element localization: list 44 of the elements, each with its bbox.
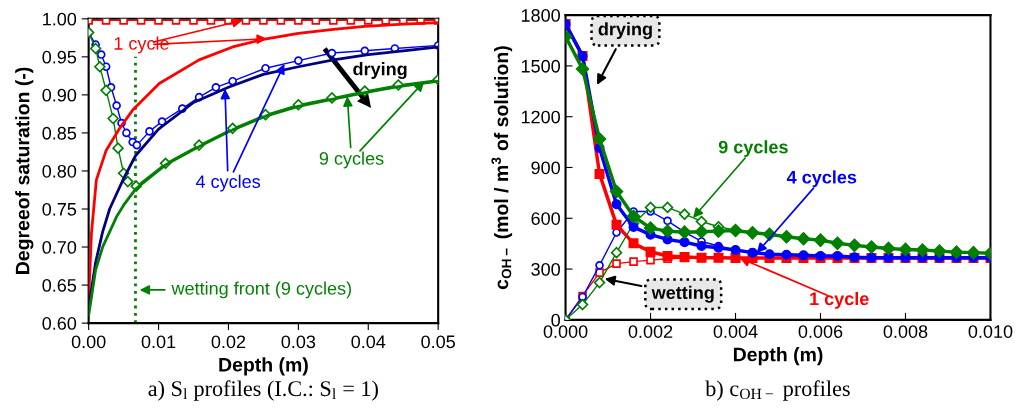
- x-tick-label: 0.05: [421, 335, 455, 349]
- series-label: 1 cycle: [114, 36, 169, 54]
- x-tick-label: 0.004: [713, 325, 758, 338]
- y-tick-label: 600: [531, 212, 560, 225]
- x-tick-label: 0.006: [798, 325, 843, 338]
- text: a) S$_{l}$ profiles (I.C.: S$_{l}$ = 1): [148, 380, 378, 401]
- x-axis-title: Depth (m): [219, 357, 308, 376]
- x-tick-label: 0.03: [281, 335, 316, 349]
- y-tick-label: 300: [531, 262, 560, 276]
- x-tick-label: 0.00: [71, 335, 106, 349]
- y-tick-label: 0.80: [42, 164, 77, 178]
- series-label: 1 cycle: [810, 291, 869, 309]
- y-tick-label: 0.75: [42, 202, 77, 216]
- text: 9 cycles: [718, 140, 788, 158]
- y-tick-label: 0.70: [42, 240, 77, 254]
- x-axis-title: Depth (m): [733, 347, 823, 366]
- y-tick-label: 1.00: [43, 12, 77, 26]
- y-axis-title: Degreeof saturation (-): [15, 67, 34, 274]
- y-tick-label: 1800: [521, 9, 560, 22]
- y-tick-label: 900: [531, 161, 560, 175]
- annotation: drying: [353, 62, 407, 79]
- y-tick-label: 0.60: [42, 317, 77, 330]
- y-tick-label: 0.85: [42, 126, 77, 140]
- ref-line-label: wetting front (9 cycles): [171, 281, 351, 299]
- y-tick-label: 1500: [521, 59, 560, 73]
- annotation: wetting: [651, 285, 714, 303]
- y-tick-label: 0: [551, 313, 560, 327]
- x-tick-label: 0.04: [351, 335, 386, 349]
- x-tick-label: 0.02: [211, 335, 246, 349]
- y-axis-title: c$_{OH−}$ (mol / m$^{3}$ of solution): [491, 46, 513, 290]
- text: b) c$_{OH−}$ profiles: [705, 380, 850, 401]
- annotation: drying: [598, 22, 652, 40]
- y-tick-label: 0.90: [42, 88, 77, 102]
- y-tick-label: 1200: [521, 110, 560, 124]
- x-tick-label: 0.000: [543, 325, 588, 338]
- y-tick-label: 0.65: [42, 279, 77, 292]
- text: 4 cycles: [195, 174, 261, 192]
- x-tick-label: 0.01: [141, 335, 176, 349]
- x-tick-label: 0.002: [628, 325, 673, 338]
- x-tick-label: 0.008: [883, 325, 928, 338]
- text: 4 cycles: [786, 170, 857, 188]
- text: 9 cycles: [319, 151, 384, 169]
- y-tick-label: 0.95: [42, 50, 77, 64]
- x-tick-label: 0.010: [968, 325, 1013, 338]
